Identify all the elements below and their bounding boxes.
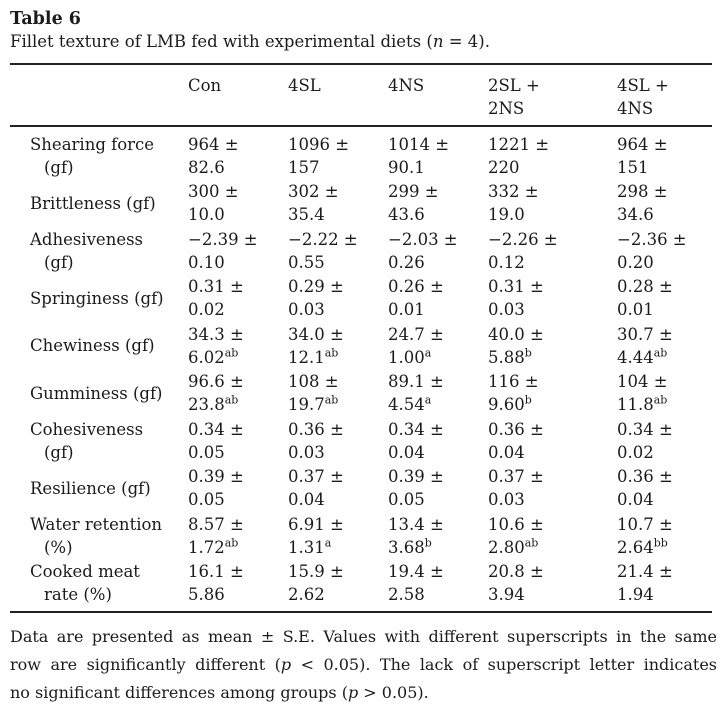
header-empty-cell: [30, 74, 188, 120]
value-cell: 104 ±11.8ab: [617, 372, 668, 415]
value-cell: 10.7 ±2.64bb: [617, 514, 673, 557]
row-label: Cohesiveness (gf): [30, 419, 144, 462]
data-table: Con 4SL 4NS 2SL +2NS 4SL +4NS Shearing force…: [10, 63, 712, 613]
row-label: Springiness (gf): [30, 288, 164, 308]
column-header: 4NS: [388, 76, 425, 95]
value-cell: 0.36 ±0.04: [488, 419, 544, 462]
value-cell: 0.26 ±0.01: [388, 277, 444, 320]
value-cell: 0.28 ±0.01: [617, 277, 673, 320]
value-cell: 30.7 ±4.44ab: [617, 324, 673, 367]
value-cell: 108 ±19.7ab: [288, 372, 339, 415]
row-label: Resilience (gf): [30, 478, 151, 498]
table-row: Gumminess (gf) 96.6 ±23.8ab 108 ±19.7ab 89.…: [10, 370, 712, 418]
value-cell: 0.39 ±0.05: [188, 467, 244, 510]
value-cell: 0.37 ±0.03: [488, 467, 544, 510]
value-cell: 21.4 ±1.94: [617, 562, 673, 605]
value-cell: 0.34 ±0.04: [388, 419, 444, 462]
table-title: Table 6: [10, 9, 81, 29]
value-cell: 20.8 ±3.94: [488, 562, 544, 605]
value-cell: 0.36 ±0.03: [288, 419, 344, 462]
value-cell: 16.1 ±5.86: [188, 562, 244, 605]
value-cell: 332 ±19.0: [488, 182, 539, 225]
value-cell: 89.1 ±4.54a: [388, 372, 444, 415]
value-cell: 0.34 ±0.05: [188, 419, 244, 462]
table-row: Chewiness (gf) 34.3 ±6.02ab 34.0 ±12.1ab 24…: [10, 322, 712, 370]
table-body: Shearing force (gf) 964 ±82.6 1096 ±157 1014…: [10, 127, 712, 613]
value-cell: −2.26 ±0.12: [488, 229, 558, 272]
row-label: Cooked meat rate (%): [30, 562, 140, 605]
value-cell: 10.6 ±2.80ab: [488, 514, 544, 557]
value-cell: 34.0 ±12.1ab: [288, 324, 344, 367]
value-cell: 0.34 ±0.02: [617, 419, 673, 462]
table-row: Adhesiveness (gf) −2.39 ±0.10 −2.22 ±0.55 −2…: [10, 227, 712, 275]
value-cell: 1221 ±220: [488, 134, 550, 177]
value-cell: 8.57 ±1.72ab: [188, 514, 244, 557]
table-caption: Fillet texture of LMB fed with experimen…: [10, 32, 490, 51]
value-cell: 964 ±151: [617, 134, 668, 177]
value-cell: 0.29 ±0.03: [288, 277, 344, 320]
column-header: 4SL: [288, 76, 321, 95]
value-cell: 116 ±9.60b: [488, 372, 539, 415]
value-cell: 0.36 ±0.04: [617, 467, 673, 510]
footnote-line: row are significantly different (p < 0.0…: [10, 655, 718, 674]
value-cell: 40.0 ±5.88b: [488, 324, 544, 367]
value-cell: 964 ±82.6: [188, 134, 239, 177]
row-label: Adhesiveness (gf): [30, 229, 144, 272]
row-label: Shearing force (gf): [30, 134, 155, 177]
row-label: Brittleness (gf): [30, 193, 156, 213]
row-label: Chewiness (gf): [30, 336, 155, 356]
value-cell: 19.4 ±2.58: [388, 562, 444, 605]
table-footnote: Data are presented as mean ± S.E. Values…: [10, 623, 717, 707]
value-cell: 96.6 ±23.8ab: [188, 372, 244, 415]
table-header-row: Con 4SL 4NS 2SL +2NS 4SL +4NS: [10, 63, 712, 127]
value-cell: 302 ±35.4: [288, 182, 339, 225]
row-label: Gumminess (gf): [30, 383, 163, 403]
value-cell: 24.7 ±1.00a: [388, 324, 444, 367]
table-row: Cooked meat rate (%) 16.1 ±5.86 15.9 ±2.62 1…: [10, 560, 712, 608]
column-header: 2SL +2NS: [488, 76, 540, 118]
value-cell: 1014 ±90.1: [388, 134, 450, 177]
value-cell: 0.31 ±0.03: [488, 277, 544, 320]
column-header: Con: [188, 76, 222, 95]
footnote-line: Data are presented as mean ± S.E. Values…: [10, 627, 717, 646]
row-label: Water retention (%): [30, 514, 163, 557]
value-cell: 34.3 ±6.02ab: [188, 324, 244, 367]
value-cell: −2.22 ±0.55: [288, 229, 358, 272]
table-row: Brittleness (gf) 300 ±10.0 302 ±35.4 299 ±4…: [10, 180, 712, 228]
footnote-line: no significant differences among groups …: [10, 683, 429, 702]
value-cell: 299 ±43.6: [388, 182, 439, 225]
column-header: 4SL +4NS: [617, 76, 669, 118]
value-cell: −2.03 ±0.26: [388, 229, 458, 272]
value-cell: −2.36 ±0.20: [617, 229, 687, 272]
table-row: Cohesiveness (gf) 0.34 ±0.05 0.36 ±0.03 0.34…: [10, 417, 712, 465]
value-cell: 13.4 ±3.68b: [388, 514, 444, 557]
value-cell: 0.37 ±0.04: [288, 467, 344, 510]
table-row: Shearing force (gf) 964 ±82.6 1096 ±157 1014…: [10, 132, 712, 180]
value-cell: 298 ±34.6: [617, 182, 668, 225]
value-cell: 0.39 ±0.05: [388, 467, 444, 510]
value-cell: 15.9 ±2.62: [288, 562, 344, 605]
value-cell: 0.31 ±0.02: [188, 277, 244, 320]
value-cell: −2.39 ±0.10: [188, 229, 258, 272]
table-row: Springiness (gf) 0.31 ±0.02 0.29 ±0.03 0.26…: [10, 275, 712, 323]
value-cell: 300 ±10.0: [188, 182, 239, 225]
table-row: Water retention (%) 8.57 ±1.72ab 6.91 ±1.31…: [10, 512, 712, 560]
value-cell: 6.91 ±1.31a: [288, 514, 344, 557]
table-row: Resilience (gf) 0.39 ±0.05 0.37 ±0.04 0.39 …: [10, 465, 712, 513]
value-cell: 1096 ±157: [288, 134, 350, 177]
